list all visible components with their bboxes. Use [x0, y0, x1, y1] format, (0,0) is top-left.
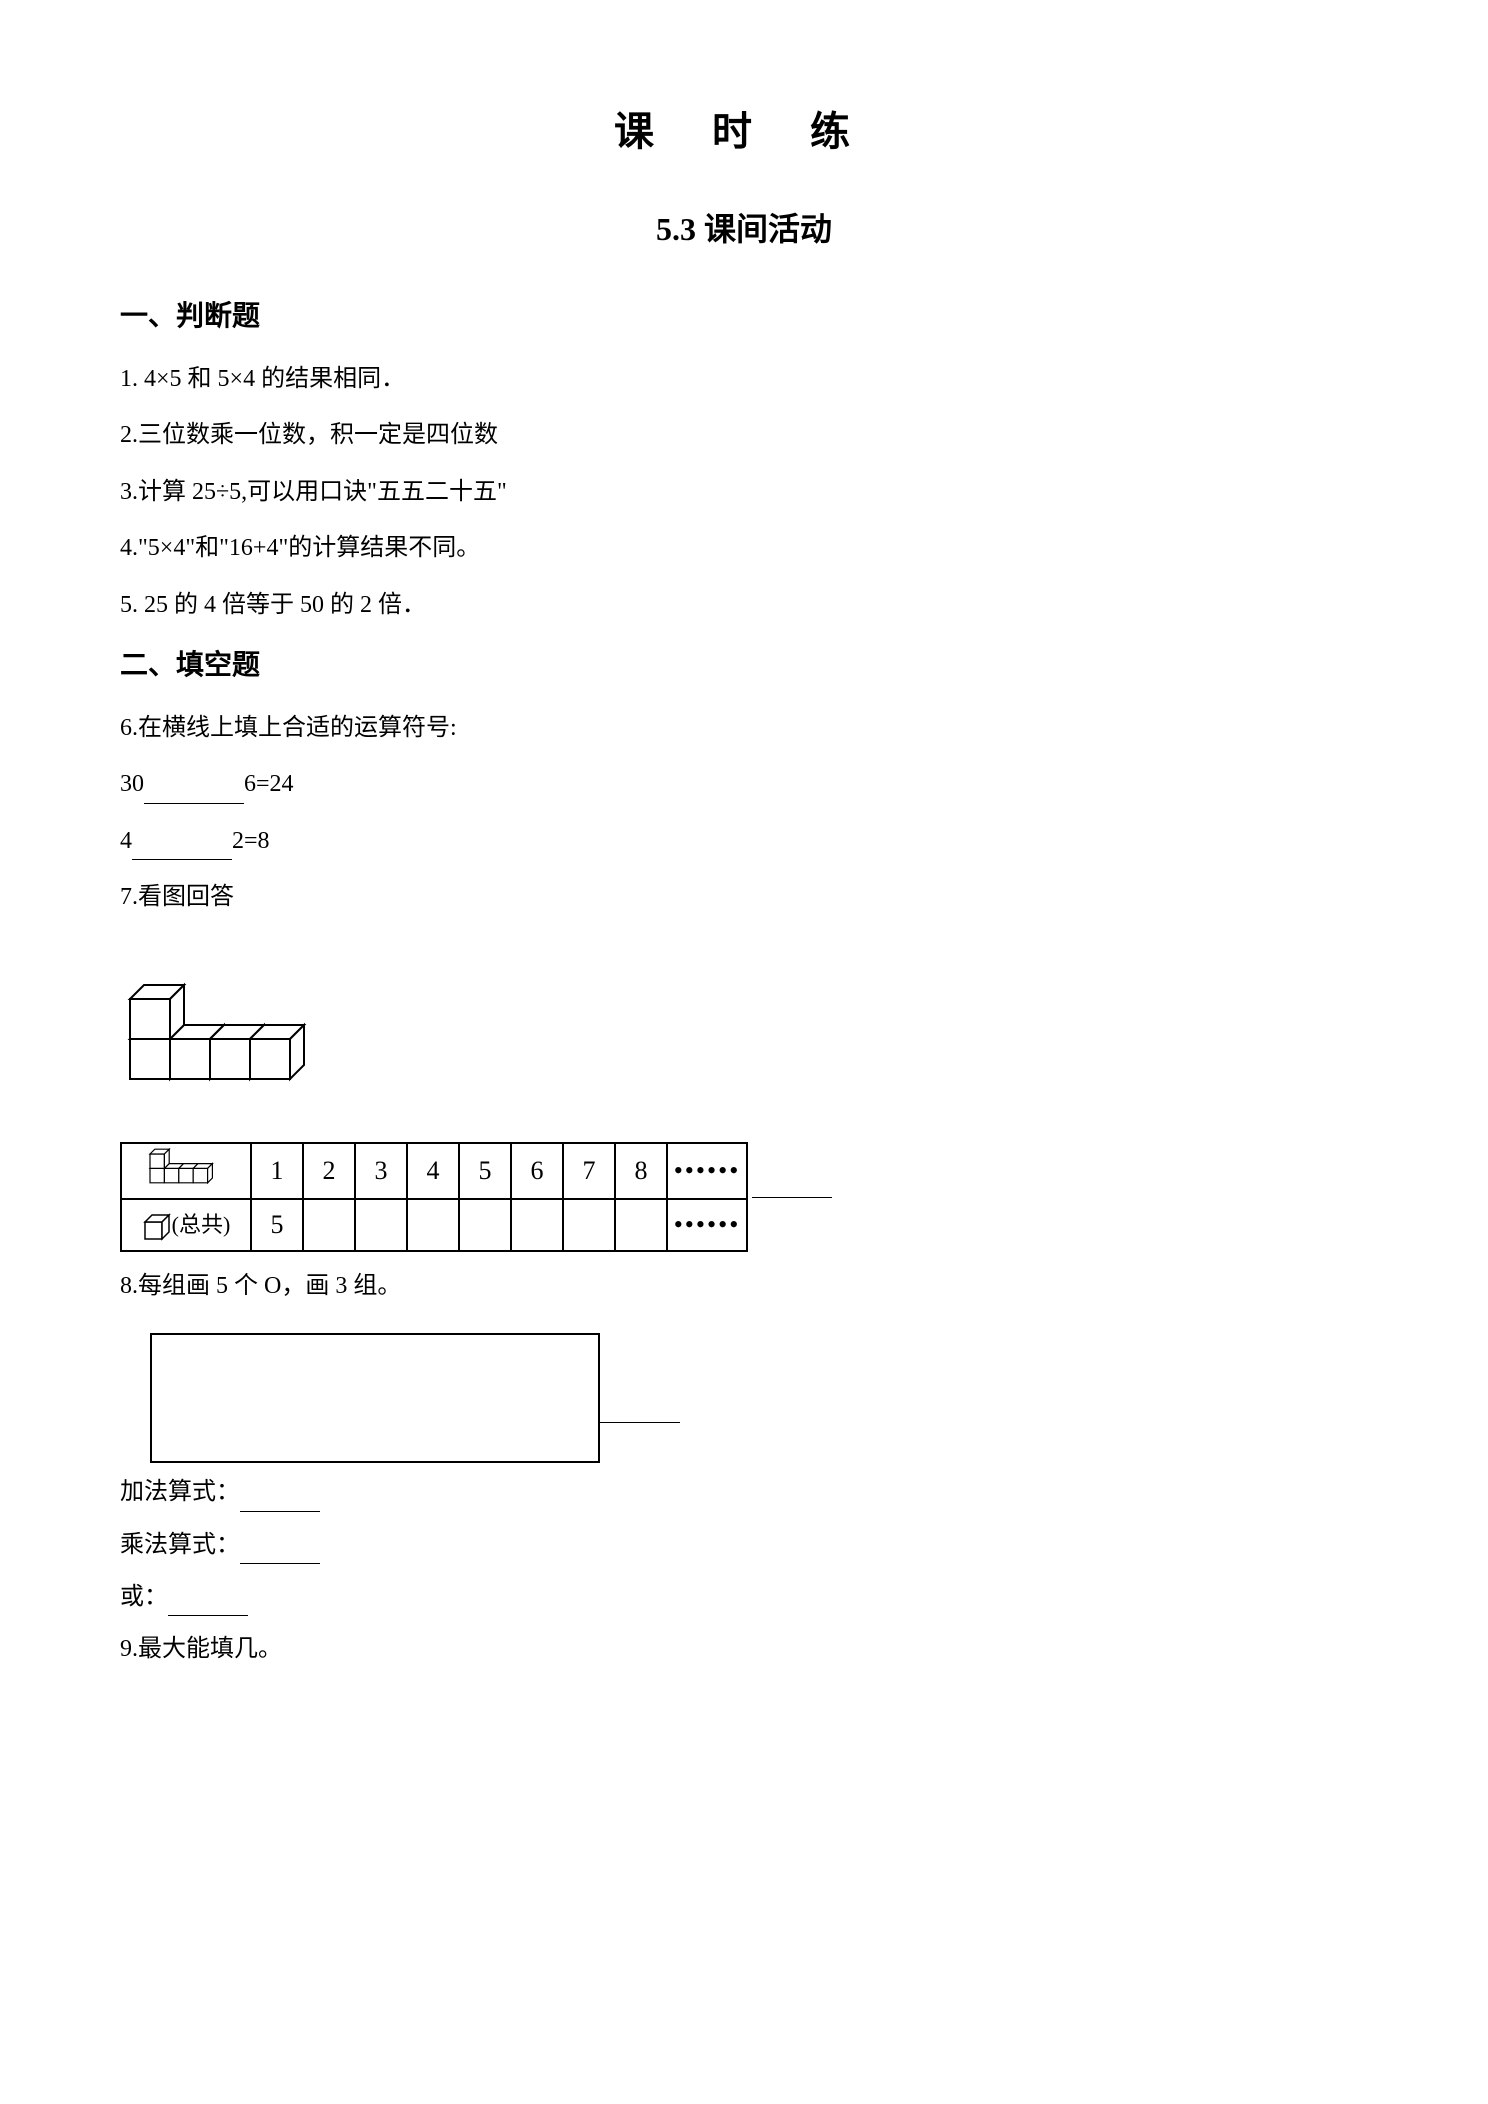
- eq1-right: 6=24: [244, 771, 294, 797]
- row2-label-text: (总共): [172, 1212, 231, 1237]
- question-6: 6.在横线上填上合适的运算符号:: [120, 709, 1368, 747]
- question-9: 9.最大能填几。: [120, 1630, 1368, 1668]
- table-row: 1 2 3 4 5 6 7 8 ••••••: [121, 1143, 747, 1199]
- table-dots-cell: ••••••: [667, 1143, 747, 1199]
- blank-input: [144, 780, 244, 804]
- cube-stack-diagram: [120, 949, 320, 1099]
- blank-input: [752, 1174, 832, 1198]
- data-table-container: 1 2 3 4 5 6 7 8 •••••• (总共) 5: [120, 1142, 1368, 1252]
- table-cell: [615, 1199, 667, 1251]
- table-row: (总共) 5 ••••••: [121, 1199, 747, 1251]
- question-5: 5. 25 的 4 倍等于 50 的 2 倍．: [120, 586, 1368, 624]
- q8-multiplication: 乘法算式：: [120, 1526, 1368, 1564]
- eq1-left: 30: [120, 771, 144, 797]
- page-subtitle: 5.3 课间活动: [120, 204, 1368, 255]
- question-1: 1. 4×5 和 5×4 的结果相同．: [120, 360, 1368, 398]
- table-cell: 5: [459, 1143, 511, 1199]
- blank-input: [240, 1488, 320, 1512]
- or-label: 或：: [120, 1584, 168, 1610]
- cube-count-table: 1 2 3 4 5 6 7 8 •••••• (总共) 5: [120, 1142, 748, 1252]
- q8-addition: 加法算式：: [120, 1473, 1368, 1511]
- question-4: 4."5×4"和"16+4"的计算结果不同。: [120, 529, 1368, 567]
- draw-row: [120, 1323, 1368, 1473]
- table-cell: [459, 1199, 511, 1251]
- blank-input: [132, 836, 232, 860]
- table-cell: [563, 1199, 615, 1251]
- table-cell: 2: [303, 1143, 355, 1199]
- section1-header: 一、判断题: [120, 295, 1368, 340]
- drawing-box: [150, 1333, 600, 1463]
- row2-label-cell: (总共): [121, 1199, 251, 1251]
- section2-header: 二、填空题: [120, 644, 1368, 689]
- eq2-left: 4: [120, 828, 132, 854]
- table-cell: 1: [251, 1143, 303, 1199]
- question-2: 2.三位数乘一位数，积一定是四位数: [120, 416, 1368, 454]
- blank-input: [240, 1540, 320, 1564]
- table-cell: 7: [563, 1143, 615, 1199]
- table-cell: [407, 1199, 459, 1251]
- table-dots-cell: ••••••: [667, 1199, 747, 1251]
- cube-stack-icon: [146, 1146, 226, 1186]
- table-cell: [511, 1199, 563, 1251]
- single-cube-icon: [142, 1212, 172, 1242]
- table-cell: 8: [615, 1143, 667, 1199]
- table-cell: 4: [407, 1143, 459, 1199]
- question-8: 8.每组画 5 个 O，画 3 组。: [120, 1267, 1368, 1305]
- eq2-right: 2=8: [232, 828, 270, 854]
- table-cell: 5: [251, 1199, 303, 1251]
- blank-input: [168, 1592, 248, 1616]
- table-cell: [355, 1199, 407, 1251]
- row1-icon-cell: [121, 1143, 251, 1199]
- question-7: 7.看图回答: [120, 878, 1368, 916]
- table-cell: [303, 1199, 355, 1251]
- addition-label: 加法算式：: [120, 1479, 240, 1505]
- table-cell: 6: [511, 1143, 563, 1199]
- table-cell: 3: [355, 1143, 407, 1199]
- question-6-eq2: 4 2=8: [120, 822, 1368, 860]
- page-title: 课 时 练: [120, 100, 1368, 164]
- q8-or: 或：: [120, 1578, 1368, 1616]
- question-3: 3.计算 25÷5,可以用口诀"五五二十五": [120, 473, 1368, 511]
- question-6-eq1: 30 6=24: [120, 765, 1368, 803]
- multiplication-label: 乘法算式：: [120, 1532, 240, 1558]
- blank-input: [600, 1399, 680, 1423]
